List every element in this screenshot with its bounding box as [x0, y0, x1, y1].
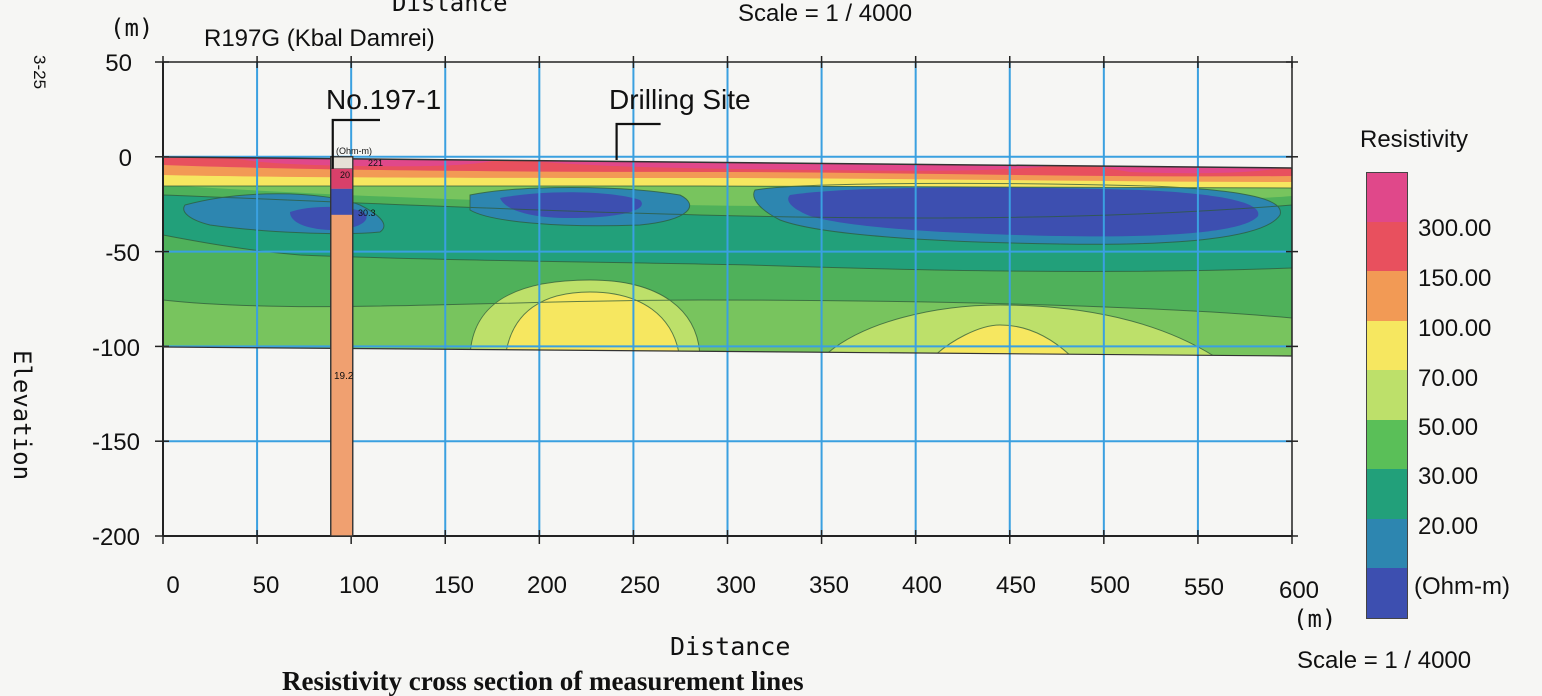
chart-title: R197G (Kbal Damrei): [204, 25, 435, 52]
y-tick-label: -150: [91, 429, 140, 456]
drilling-site-label: Drilling Site: [609, 84, 751, 115]
legend-level: 70.00: [1418, 365, 1479, 392]
y-tick-label: -100: [91, 335, 140, 362]
legend-swatch: [1366, 320, 1408, 370]
x-tick-label: 100: [338, 572, 380, 599]
drilling-site-marker: [615, 122, 661, 160]
x-tick-label: 450: [995, 572, 1037, 599]
legend-level: 150.00: [1418, 265, 1492, 292]
x-unit: (m): [1293, 605, 1337, 633]
borehole-log-value: (Ohm-m): [336, 146, 372, 156]
y-tick-label: -50: [105, 240, 140, 267]
y-tick-label: 50: [105, 50, 132, 77]
borehole-layer-low: [330, 188, 353, 215]
legend-swatch: [1366, 419, 1408, 469]
x-tick-label: 200: [526, 572, 568, 599]
legend-swatch: [1366, 370, 1408, 420]
legend-swatch: [1366, 271, 1408, 321]
x-tick-label: 0: [166, 572, 180, 599]
legend-swatch: [1366, 172, 1408, 223]
x-tick-label: 400: [901, 572, 943, 599]
legend-swatch: [1366, 518, 1408, 568]
top-scale-cut: Scale = 1 / 4000: [738, 0, 913, 27]
borehole-log-value: 20: [340, 170, 351, 180]
x-tick-label: 350: [808, 572, 850, 599]
x-tick-label: 500: [1089, 572, 1131, 599]
borehole-marker: [331, 118, 380, 169]
site-markers: [615, 122, 661, 160]
y-tick-label: 0: [118, 145, 132, 172]
legend-title: Resistivity: [1360, 126, 1469, 153]
borehole-outline: [330, 156, 354, 537]
borehole-label: No.197-1: [326, 84, 442, 115]
legend-level: 50.00: [1418, 414, 1479, 441]
x-tick-label: 150: [433, 572, 475, 599]
resistivity-section-plot: [155, 56, 1298, 544]
legend-swatch: [1366, 568, 1408, 619]
legend-swatch: [1366, 469, 1408, 519]
borehole-layer-top: [330, 156, 354, 170]
figure-caption: Resistivity cross section of measurement…: [282, 666, 804, 696]
legend-level: 100.00: [1418, 315, 1492, 342]
legend-unit: (Ohm-m): [1414, 573, 1510, 600]
borehole-log-value: 30.3: [358, 208, 376, 218]
borehole-column: [330, 118, 380, 537]
x-tick-label: 550: [1183, 574, 1225, 601]
x-tick-label: 50: [252, 572, 280, 599]
x-axis-label: Distance: [670, 632, 791, 661]
x-tick-label: 300: [715, 572, 757, 599]
borehole-log-value: 221: [368, 158, 384, 168]
y-unit: (m): [110, 14, 154, 42]
scale-label: Scale = 1 / 4000: [1297, 647, 1472, 674]
legend-swatch: [1366, 221, 1408, 271]
legend-level: 20.00: [1418, 513, 1479, 540]
x-tick-label: 250: [619, 572, 661, 599]
top-distance-cut: Distance: [392, 0, 508, 17]
borehole-layer-high: [330, 168, 353, 189]
borehole-log-value: 19.2: [334, 371, 354, 382]
legend-level: 300.00: [1418, 215, 1492, 242]
x-tick-label: 600: [1278, 577, 1320, 604]
legend-level: 30.00: [1418, 463, 1479, 490]
y-tick-label: -200: [91, 524, 140, 551]
